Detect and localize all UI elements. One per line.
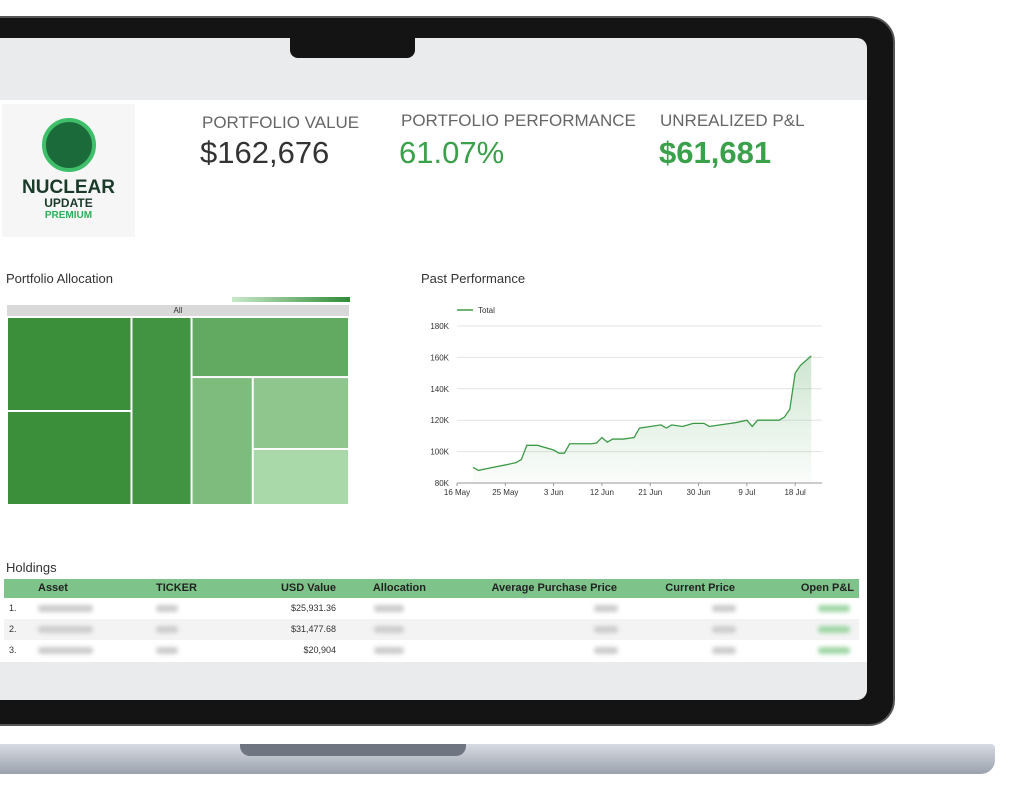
row-index: 1. (9, 603, 17, 613)
row-index: 3. (9, 645, 17, 655)
redacted (712, 626, 736, 633)
logo-line: NUCLEAR (22, 177, 115, 198)
column-header: Asset (38, 582, 68, 594)
redacted (374, 605, 404, 612)
base-notch (240, 744, 466, 756)
kpi-value: $162,676 (200, 135, 330, 170)
redacted (712, 647, 736, 654)
column-header: Open P&L (800, 582, 854, 594)
redacted (156, 647, 178, 654)
column-header: Allocation (372, 582, 426, 594)
redacted (38, 605, 93, 612)
holdings-table: Asset TICKER USD Value Allocation Average Pu… (4, 579, 859, 661)
redacted (594, 605, 618, 612)
table-title: Holdings (6, 560, 57, 575)
redacted (818, 626, 850, 633)
kpi-value: 61.07% (399, 135, 505, 170)
chart-title: Portfolio Allocation (6, 271, 113, 286)
usd-value: $20,904 (303, 645, 336, 655)
column-header: TICKER (156, 582, 197, 594)
redacted (594, 626, 618, 633)
column-header: USD Value (280, 582, 336, 594)
logo-line: UPDATE (44, 196, 93, 210)
chart-title: Past Performance (421, 271, 526, 286)
redacted (374, 626, 404, 633)
kpi-label: UNREALIZED P&L (660, 111, 805, 130)
redacted (818, 605, 850, 612)
notch (290, 36, 415, 58)
table-row: 2. $31,477.68 (4, 619, 859, 640)
redacted (156, 605, 178, 612)
base (0, 744, 995, 774)
column-header: Average Purchase Price (491, 582, 617, 594)
redacted (594, 647, 618, 654)
redacted (374, 647, 404, 654)
table-row: 3. $20,904 (4, 640, 859, 661)
table-row: 1. $25,931.36 (4, 598, 859, 619)
kpi-value: $61,681 (659, 135, 772, 170)
logo-line: PREMIUM (44, 210, 93, 221)
column-header: Current Price (665, 582, 735, 594)
logo: NUCLEAR UPDATE PREMIUM (2, 104, 135, 237)
logo-icon (41, 118, 96, 172)
redacted (712, 605, 736, 612)
redacted (38, 647, 93, 654)
redacted (156, 626, 178, 633)
usd-value: $31,477.68 (290, 624, 336, 634)
redacted (818, 647, 850, 654)
row-index: 2. (9, 624, 17, 634)
kpi-label: PORTFOLIO VALUE (202, 113, 360, 132)
usd-value: $25,931.36 (290, 603, 336, 613)
kpi-label: PORTFOLIO PERFORMANCE (401, 111, 636, 130)
redacted (38, 626, 93, 633)
table-header (4, 579, 859, 598)
